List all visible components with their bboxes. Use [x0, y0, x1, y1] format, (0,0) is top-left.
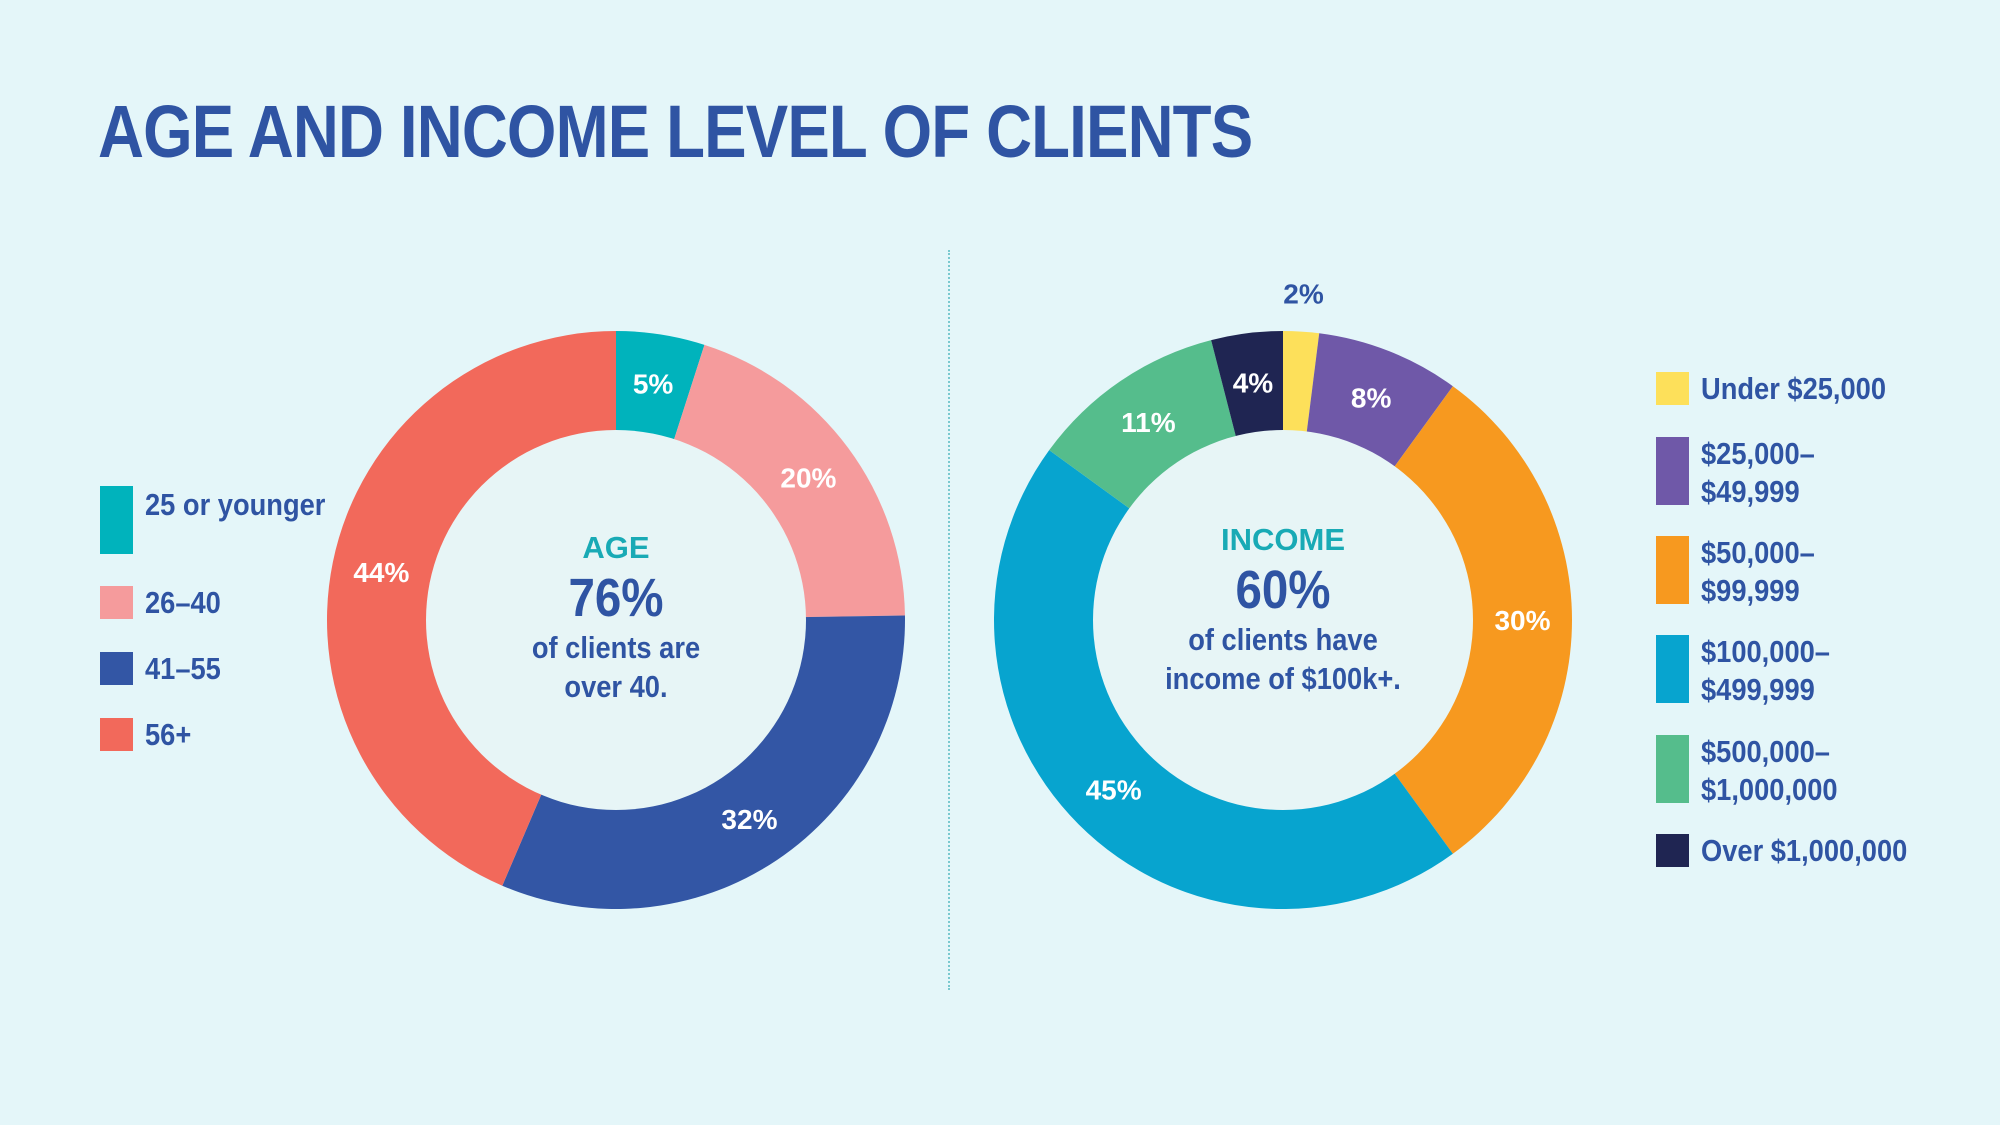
income-slice-label: 11%: [1121, 407, 1176, 438]
age-legend-swatch: [100, 652, 133, 685]
age-center-percent: 76%: [568, 568, 664, 628]
page-title: AGE AND INCOME LEVEL OF CLIENTS: [98, 90, 1253, 173]
age-slice-label: 44%: [353, 557, 409, 588]
income-legend-label: $500,000– $1,000,000: [1701, 734, 1838, 807]
income-legend-item: $25,000– $49,999: [1656, 436, 1830, 511]
income-center-caption: of clients have income of $100k+.: [1165, 622, 1401, 696]
age-legend-label: 41–55: [145, 651, 221, 686]
age-center-hole: [426, 430, 806, 810]
age-legend-item: 56+: [100, 717, 198, 754]
age-legend-swatch: [100, 718, 133, 751]
income-legend-label: $25,000– $49,999: [1701, 436, 1815, 509]
age-slice-label: 20%: [780, 462, 836, 493]
income-legend-item: Under $25,000: [1656, 371, 1911, 408]
chart-divider: [948, 250, 950, 990]
income-legend-label: Under $25,000: [1701, 371, 1887, 406]
income-legend-swatch: [1656, 372, 1689, 405]
age-legend-label: 56+: [145, 717, 192, 752]
income-legend-item: Over $1,000,000: [1656, 833, 1935, 870]
income-slice-label: 8%: [1351, 382, 1392, 413]
age-legend-label: 25 or younger: [145, 487, 326, 522]
age-legend-item: 26–40: [100, 585, 231, 622]
age-center-caption: of clients are over 40.: [531, 630, 701, 704]
income-legend-label: Over $1,000,000: [1701, 833, 1908, 868]
income-donut-chart: 2% 8% 30% 45% 11% 4%: [993, 279, 1573, 910]
age-legend-label: 26–40: [145, 585, 221, 620]
income-slice-label: 4%: [1233, 367, 1274, 398]
income-center-hole: [1093, 430, 1473, 810]
age-legend-item: 41–55: [100, 651, 231, 688]
income-legend-item: $50,000– $99,999: [1656, 535, 1830, 610]
income-center-percent: 60%: [1235, 560, 1331, 620]
income-legend-swatch: [1656, 735, 1689, 803]
age-donut-chart: 5% 20% 32% 44%: [326, 331, 905, 909]
age-legend-swatch: [100, 586, 133, 619]
income-legend-item: $100,000– $499,999: [1656, 634, 1848, 709]
income-slice-label: 30%: [1494, 605, 1550, 636]
age-center-text: AGE 76% of clients are over 40.: [466, 528, 766, 706]
income-legend-label: $100,000– $499,999: [1701, 634, 1830, 707]
age-center-kicker: AGE: [582, 530, 650, 565]
income-center-text: INCOME 60% of clients have income of $10…: [1133, 520, 1433, 698]
income-legend-swatch: [1656, 437, 1689, 505]
age-legend-swatch: [100, 486, 133, 554]
age-legend-item: 25 or younger: [100, 486, 350, 554]
income-legend-label: $50,000– $99,999: [1701, 535, 1815, 608]
age-slice-label: 5%: [633, 368, 674, 399]
income-legend-swatch: [1656, 834, 1689, 867]
income-legend-swatch: [1656, 536, 1689, 604]
income-slice-label: 45%: [1086, 774, 1142, 805]
income-legend-swatch: [1656, 635, 1689, 703]
income-center-kicker: INCOME: [1221, 522, 1345, 557]
age-slice-label: 32%: [721, 804, 777, 835]
income-slice-label: 2%: [1283, 279, 1324, 310]
income-legend-item: $500,000– $1,000,000: [1656, 734, 1856, 809]
